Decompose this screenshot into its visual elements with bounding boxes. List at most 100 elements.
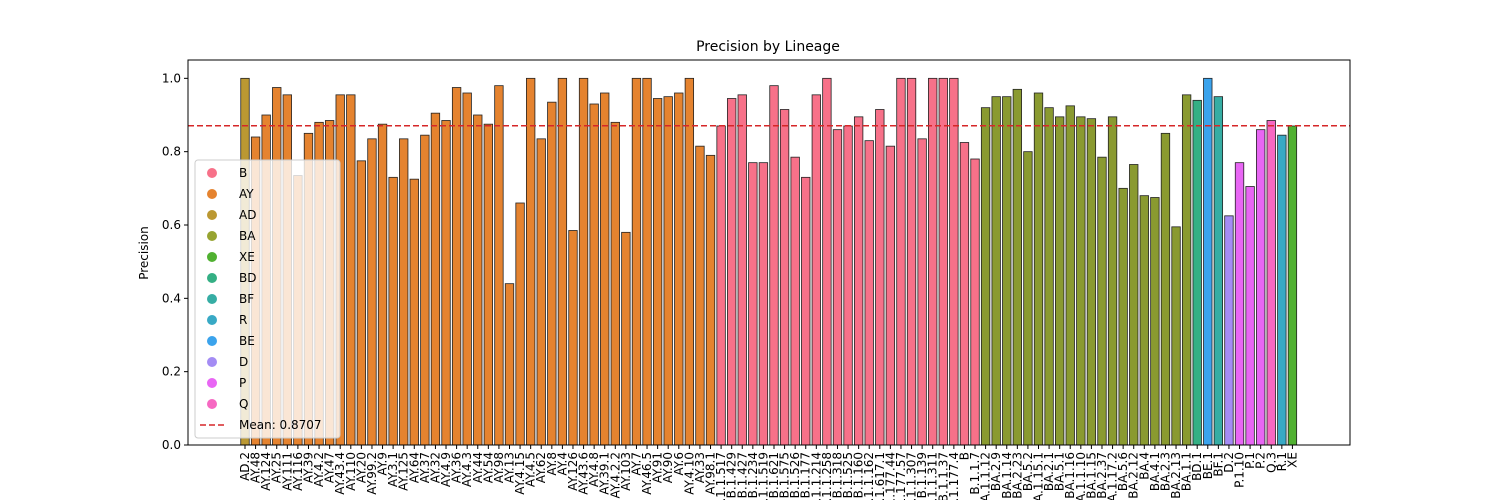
bar	[980, 107, 991, 446]
x-tick-label: B.1.177	[799, 452, 813, 498]
bar	[674, 92, 684, 446]
bar	[600, 92, 610, 446]
bar	[811, 94, 821, 446]
x-tick-label: B.1.234	[746, 452, 760, 498]
x-tick-label: BA.5.1	[1053, 452, 1067, 491]
bar	[515, 202, 525, 446]
bar	[504, 283, 515, 446]
x-tick-label: B.1.139	[915, 452, 929, 498]
bar	[1044, 107, 1054, 446]
legend-label: P	[239, 376, 246, 390]
x-tick-label: AY.99.2	[365, 452, 379, 495]
x-tick-label: B.1.1.258	[820, 452, 834, 500]
bar	[875, 109, 885, 446]
chart-title: Precision by Lineage	[696, 39, 840, 55]
x-tick-label: BA.2.9	[989, 452, 1003, 491]
x-tick-label: AY.8	[545, 452, 559, 476]
legend-marker	[207, 210, 217, 220]
x-tick-label: AY.4.2	[312, 452, 326, 487]
x-tick-label: AY.47	[323, 452, 337, 483]
x-tick-label: AY.4.2.2	[608, 452, 622, 499]
bar	[557, 77, 568, 446]
bar	[652, 98, 663, 446]
bar	[917, 138, 927, 446]
x-tick-label: AY.98.1	[704, 452, 718, 495]
bar	[885, 145, 896, 446]
legend-box	[194, 159, 341, 439]
x-tick-label: BA.2.3	[1158, 452, 1172, 491]
x-tick-label: BA.4.1	[1148, 452, 1162, 491]
bar	[1012, 88, 1022, 446]
y-tick-label: 0.8	[162, 145, 181, 159]
bar	[684, 77, 695, 446]
x-tick-label: AY.46.5	[640, 452, 654, 495]
x-tick-label: B.1.1.214	[809, 452, 823, 500]
bar	[1150, 197, 1160, 446]
bar	[494, 85, 504, 446]
bar	[1224, 215, 1234, 446]
legend-marker	[207, 336, 217, 346]
x-tick-label: AY.7	[629, 452, 643, 476]
bar	[843, 125, 853, 446]
x-tick-label: AY.36	[450, 452, 464, 483]
bar	[409, 178, 419, 446]
bar	[1033, 92, 1044, 446]
x-tick-label: AY.39.1	[598, 452, 612, 495]
bar	[589, 103, 599, 446]
bar	[1266, 120, 1276, 446]
x-tick-label: AY.124	[259, 452, 273, 491]
bar	[1129, 164, 1139, 446]
x-tick-label: B.1.621	[767, 452, 781, 498]
bar	[928, 77, 938, 446]
bar	[1139, 195, 1149, 446]
legend-label: BA	[239, 229, 256, 243]
x-tick-label: BA.1.1.12	[979, 452, 993, 500]
x-tick-label: AY.98	[492, 452, 506, 483]
x-tick-label: B.1.427	[735, 452, 749, 498]
bar	[547, 101, 557, 446]
bar	[1055, 116, 1065, 446]
x-tick-label: AD.2	[238, 452, 252, 481]
bar	[367, 138, 377, 446]
bar	[801, 176, 811, 446]
x-tick-label: AY.90	[661, 452, 675, 483]
bar	[959, 142, 970, 446]
bar	[356, 160, 367, 446]
legend-label: R	[239, 313, 247, 327]
bar	[1213, 96, 1224, 446]
x-tick-label: BA.1.17.2	[1106, 452, 1120, 500]
x-tick-label: AY.4.8	[587, 452, 601, 487]
x-tick-label: BD.1	[1190, 452, 1204, 481]
x-tick-label: AY.37	[418, 452, 432, 483]
x-tick-label: Q.3	[1264, 452, 1278, 473]
bar	[1076, 116, 1086, 446]
x-tick-label: AY.4.3	[460, 452, 474, 487]
bar	[388, 176, 398, 446]
x-tick-label: AY.64	[407, 452, 421, 483]
bar	[1203, 77, 1213, 446]
x-tick-label: XE	[1285, 452, 1299, 468]
bar	[832, 129, 843, 446]
y-tick-label: 0.6	[162, 218, 181, 232]
x-tick-label: R.1	[1275, 452, 1289, 471]
y-tick-label: 0.4	[162, 291, 181, 305]
legend-marker	[207, 252, 217, 262]
x-tick-label: AY.4.5	[524, 452, 538, 487]
x-tick-label: AY.110	[344, 452, 358, 491]
x-tick-label: B.1.160	[852, 452, 866, 498]
legend-label: XE	[239, 250, 255, 264]
x-tick-label: AY.44	[471, 452, 485, 483]
bar	[430, 112, 441, 446]
legend-label: Mean: 0.8707	[239, 418, 322, 432]
legend-marker	[207, 378, 217, 388]
legend-marker	[207, 189, 217, 199]
x-tick-label: AY.126	[566, 452, 580, 491]
x-tick-label: BA.2.13	[1169, 452, 1183, 499]
x-tick-label: BA.4	[1137, 452, 1151, 480]
bar	[1160, 132, 1171, 446]
x-tick-label: AY.125	[397, 452, 411, 491]
x-tick-label: B.1.575	[778, 452, 792, 498]
bar	[970, 158, 980, 446]
bar	[526, 77, 536, 446]
bar	[578, 77, 589, 446]
